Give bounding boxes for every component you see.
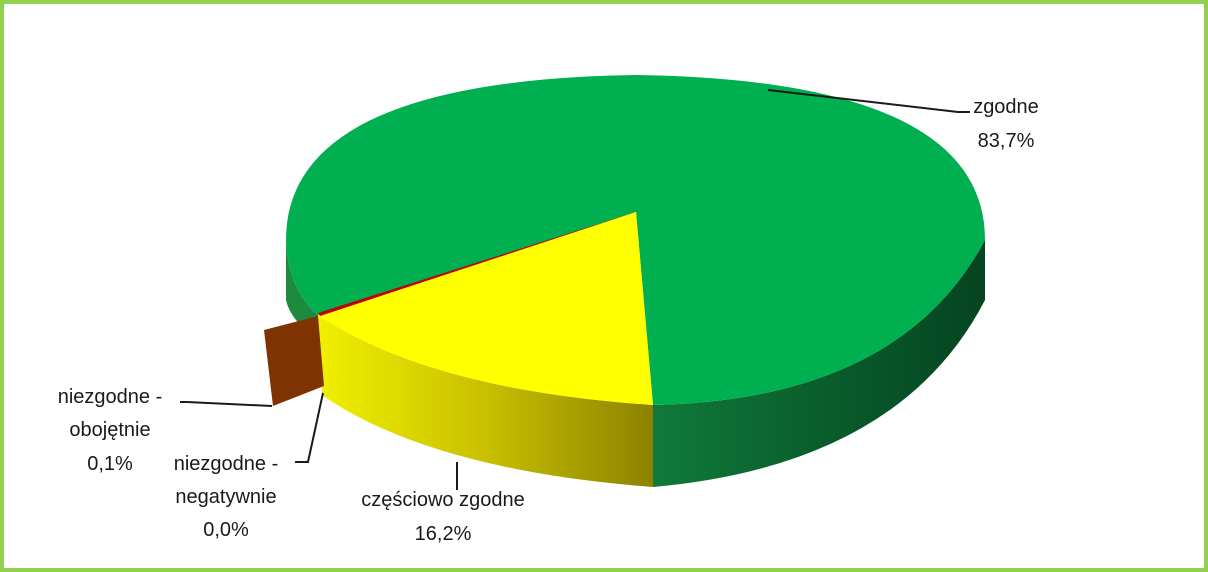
leader-obojetnie: [180, 401, 273, 407]
label-zgodne-name: zgodne: [973, 96, 1039, 118]
label-obojetnie-value: 0,1%: [87, 453, 133, 475]
label-obojetnie-line2: obojętnie: [69, 419, 150, 441]
slice-czesciowo-side: [318, 315, 653, 487]
slice-zgodne: [286, 75, 985, 405]
slice-czesciowo: [318, 212, 653, 405]
label-czesciowo-value: 16,2%: [415, 523, 472, 545]
leader-negatywnie: [295, 392, 324, 463]
leader-zgodne: [767, 89, 970, 113]
slice-negatywnie: [318, 212, 636, 316]
slice-obojetnie: [264, 316, 324, 406]
slice-zgodne-side: [653, 240, 985, 487]
label-negatywnie-line2: negatywnie: [175, 486, 276, 508]
label-zgodne-value: 83,7%: [978, 130, 1035, 152]
label-czesciowo-name: częściowo zgodne: [361, 489, 524, 511]
label-obojetnie-line1: niezgodne -: [58, 386, 163, 408]
label-negatywnie-value: 0,0%: [203, 519, 249, 541]
label-negatywnie-line1: niezgodne -: [174, 453, 279, 475]
slice-zgodne-side-left: [286, 240, 318, 340]
